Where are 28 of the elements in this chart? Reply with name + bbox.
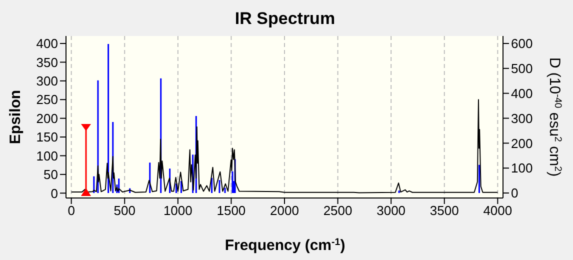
y2-tick-label: 0 [511,186,518,201]
y-tick-label: 150 [36,130,58,145]
y2-tick-label: 500 [511,61,533,76]
x-tick-label: 1000 [163,203,192,218]
x-axis-title: Frequency (cm$^{-1}$) [224,236,346,254]
x-tick-label: 4000 [483,203,512,218]
x-tick-label: 3000 [376,203,406,218]
y-tick-label: 200 [36,110,58,126]
x-tick-label: 3500 [430,203,459,218]
x-tick-label: 1500 [216,203,246,218]
y-tick-label: 350 [36,54,58,70]
y2-tick-label: 100 [511,160,533,176]
x-tick-label: 0 [68,203,75,218]
y-axis-title: Epsilon [7,90,24,144]
y2-tick-label: 600 [511,36,533,52]
y2-tick-label: 400 [511,86,533,101]
x-tick-label: 2500 [323,203,352,218]
chart-title: IR Spectrum [234,9,336,28]
y2-tick-label: 200 [511,136,533,151]
x-tick-label: 500 [114,203,136,218]
y2-tick-label: 300 [511,110,533,126]
y-tick-label: 250 [36,92,58,108]
y-tick-label: 0 [50,186,58,201]
y-tick-label: 50 [44,167,58,182]
y-tick-label: 100 [36,148,58,164]
y-tick-label: 400 [36,36,58,52]
x-tick-label: 2000 [270,203,299,218]
y-tick-label: 300 [36,74,58,89]
